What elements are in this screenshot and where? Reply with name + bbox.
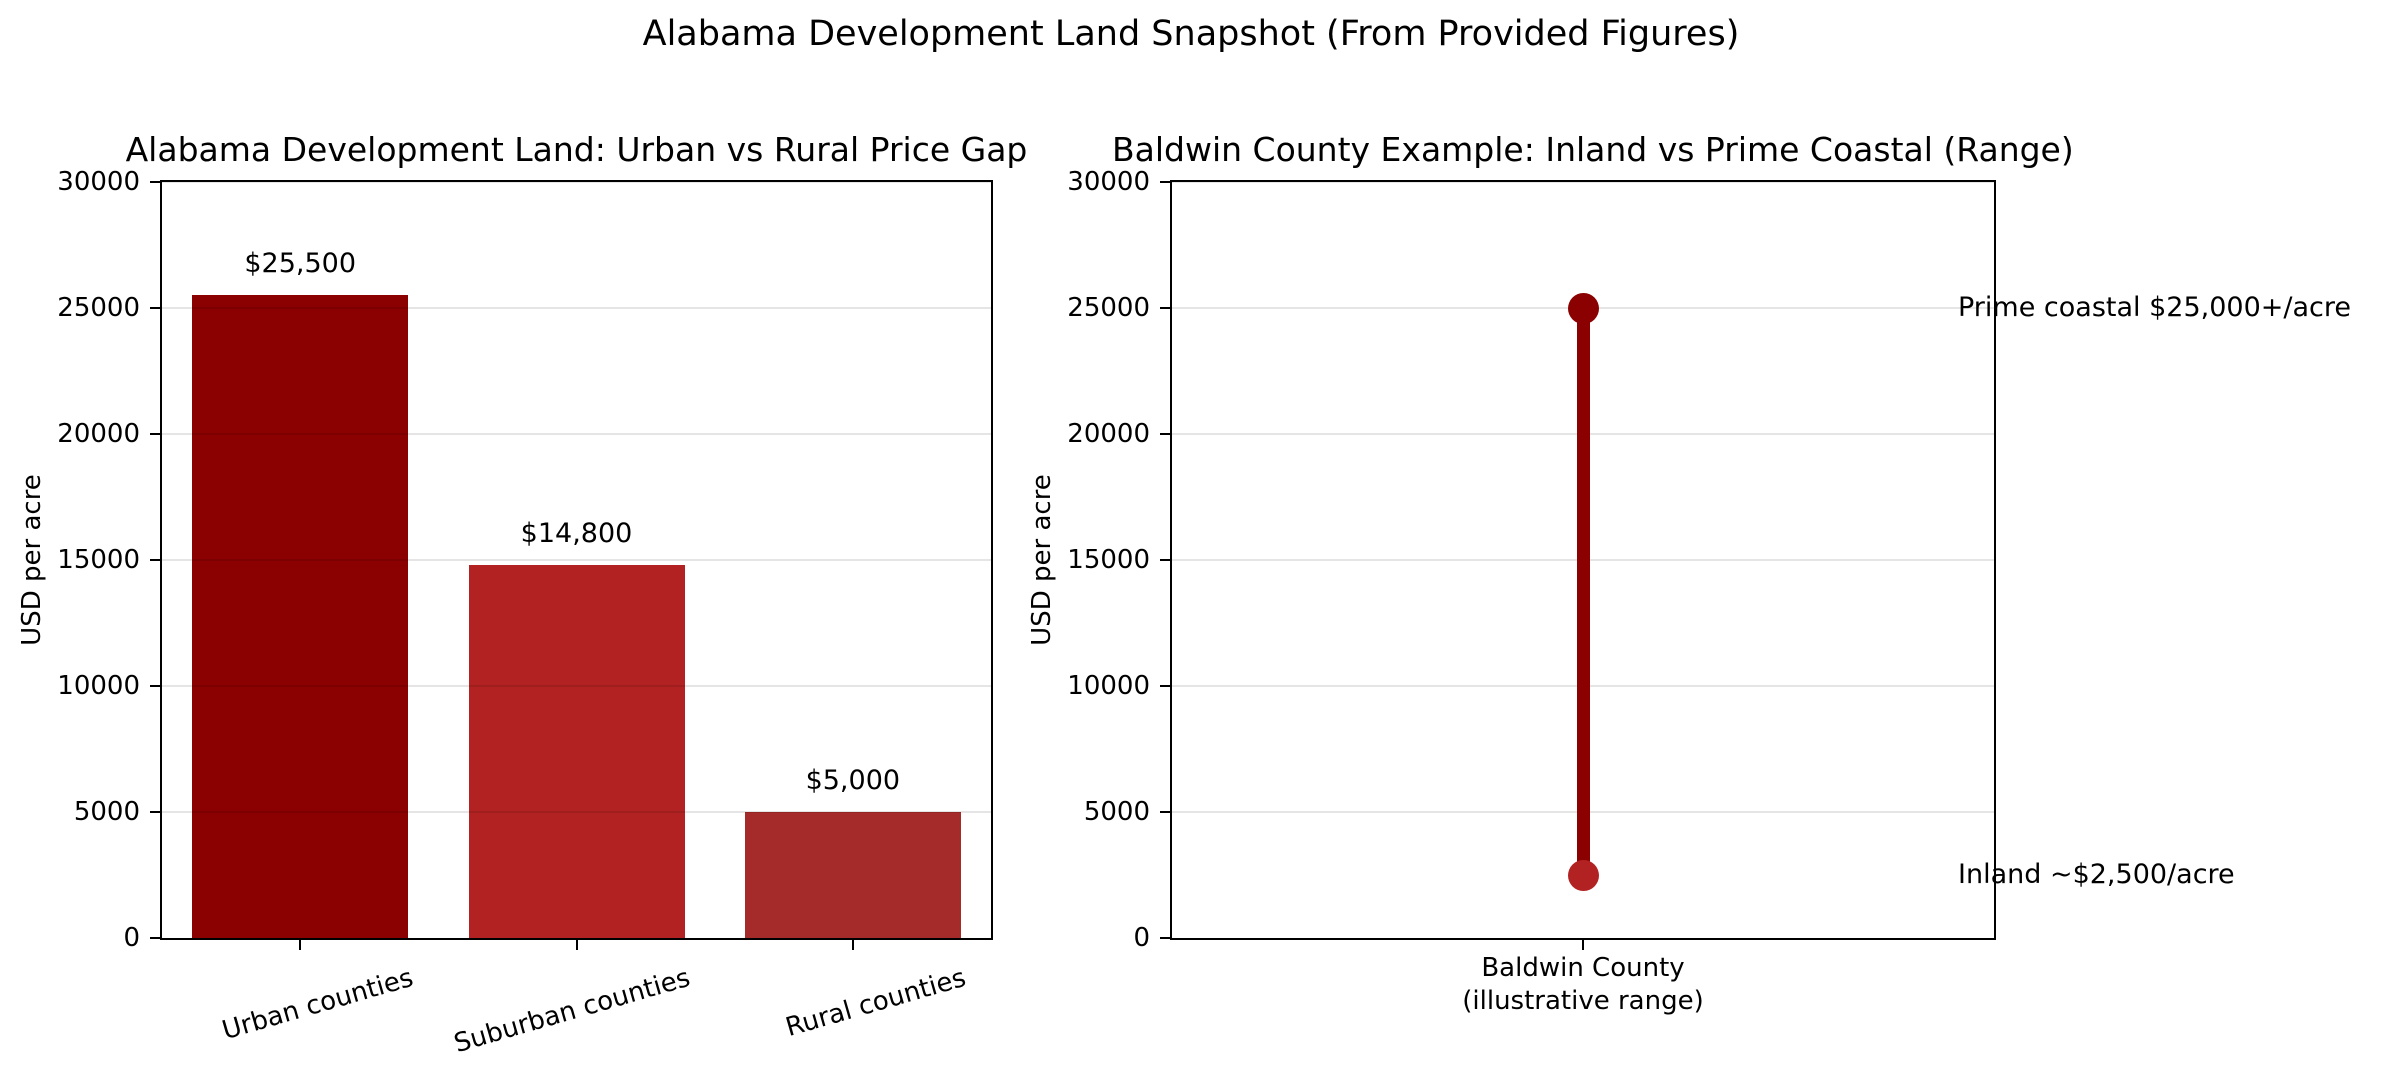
y-tick-label: 5000 <box>73 797 140 827</box>
y-tick-label: 10000 <box>1067 671 1150 701</box>
range-line <box>1576 308 1590 875</box>
bar-chart-title: Alabama Development Land: Urban vs Rural… <box>125 130 1028 169</box>
y-tick-label: 25000 <box>57 293 140 323</box>
gridline <box>1172 181 1994 183</box>
bar-value-label: $14,800 <box>520 518 633 550</box>
y-tick-mark <box>1160 811 1170 813</box>
bar-rural-counties <box>744 812 961 938</box>
y-tick-label: 15000 <box>1067 545 1150 575</box>
range-marker-prime-coastal <box>1567 292 1599 324</box>
y-tick-label: 15000 <box>57 545 140 575</box>
x-tick-mark <box>299 940 302 950</box>
bar-suburban-counties <box>468 565 685 938</box>
y-tick-label: 0 <box>1133 923 1150 953</box>
gridline <box>162 433 991 435</box>
range-chart-axes: Baldwin County Example: Inland vs Prime … <box>1027 130 2351 1016</box>
range-marker-inland <box>1567 859 1599 891</box>
gridline <box>162 181 991 183</box>
x-tick-label: Urban counties <box>219 962 417 1047</box>
y-tick-mark <box>150 433 160 435</box>
x-tick-label: Baldwin County (illustrative range) <box>1283 952 1883 1018</box>
x-tick-mark <box>851 940 854 950</box>
x-tick-label-line: (illustrative range) <box>1462 986 1704 1016</box>
y-tick-label: 30000 <box>1067 167 1150 197</box>
y-tick-mark <box>1160 559 1170 561</box>
y-tick-label: 5000 <box>1083 797 1150 827</box>
y-tick-label: 30000 <box>57 167 140 197</box>
y-tick-mark <box>150 559 160 561</box>
y-tick-mark <box>150 685 160 687</box>
y-tick-mark <box>150 307 160 309</box>
y-tick-label: 20000 <box>57 419 140 449</box>
bar-urban-counties <box>192 295 409 938</box>
x-tick-label-line: Baldwin County <box>1481 953 1685 983</box>
bar-chart-axes: Alabama Development Land: Urban vs Rural… <box>17 130 1027 1059</box>
bar-value-label: $5,000 <box>805 765 901 796</box>
x-tick-mark <box>575 940 578 950</box>
figure-suptitle: Alabama Development Land Snapshot (From … <box>642 14 1740 54</box>
y-tick-mark <box>150 811 160 813</box>
y-tick-mark <box>1160 433 1170 435</box>
y-tick-mark <box>1160 181 1170 183</box>
annotation-inland: Inland ~$2,500/acre <box>1958 859 2235 890</box>
annotation-prime-coastal: Prime coastal $25,000+/acre <box>1958 292 2351 323</box>
y-tick-label: 0 <box>123 923 140 953</box>
y-tick-mark <box>1160 685 1170 687</box>
x-tick-label: Suburban counties <box>450 962 694 1060</box>
gridline <box>162 685 991 687</box>
gridline <box>162 811 991 813</box>
y-tick-mark <box>150 181 160 183</box>
x-tick-mark <box>1582 940 1584 950</box>
y-tick-label: 25000 <box>1067 293 1150 323</box>
y-tick-label: 10000 <box>57 671 140 701</box>
gridline <box>162 307 991 309</box>
y-tick-mark <box>1160 307 1170 309</box>
y-tick-mark <box>150 937 160 939</box>
bar-value-label: $25,500 <box>244 248 356 280</box>
x-tick-label: Rural counties <box>782 962 970 1043</box>
y-tick-mark <box>1160 937 1170 939</box>
gridline <box>162 559 991 561</box>
range-chart-title: Baldwin County Example: Inland vs Prime … <box>1112 130 2074 169</box>
y-tick-label: 20000 <box>1067 419 1150 449</box>
